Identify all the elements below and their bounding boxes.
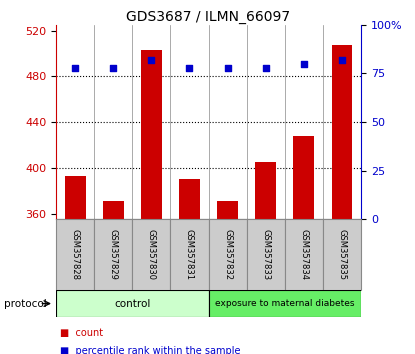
- Text: GSM357832: GSM357832: [223, 229, 232, 280]
- Title: GDS3687 / ILMN_66097: GDS3687 / ILMN_66097: [127, 10, 290, 24]
- FancyBboxPatch shape: [209, 219, 247, 290]
- FancyBboxPatch shape: [285, 219, 323, 290]
- Text: exposure to maternal diabetes: exposure to maternal diabetes: [215, 299, 354, 308]
- Text: GSM357834: GSM357834: [299, 229, 308, 280]
- Text: GSM357835: GSM357835: [337, 229, 347, 280]
- Point: [224, 65, 231, 70]
- Point: [300, 61, 307, 67]
- Bar: [103, 201, 124, 219]
- Text: GSM357829: GSM357829: [109, 229, 118, 280]
- Text: GSM357831: GSM357831: [185, 229, 194, 280]
- FancyBboxPatch shape: [247, 219, 285, 290]
- FancyBboxPatch shape: [209, 290, 361, 317]
- Point: [339, 57, 345, 63]
- Point: [262, 65, 269, 70]
- Text: control: control: [114, 298, 151, 309]
- Bar: [141, 50, 162, 219]
- Bar: [293, 136, 314, 219]
- Point: [148, 57, 155, 63]
- Text: GSM357830: GSM357830: [147, 229, 156, 280]
- Point: [186, 65, 193, 70]
- Bar: [179, 179, 200, 219]
- Point: [72, 65, 78, 70]
- Text: protocol: protocol: [4, 298, 47, 309]
- FancyBboxPatch shape: [323, 219, 361, 290]
- Text: ■  count: ■ count: [60, 328, 103, 338]
- FancyBboxPatch shape: [132, 219, 171, 290]
- Text: GSM357828: GSM357828: [71, 229, 80, 280]
- FancyBboxPatch shape: [56, 219, 94, 290]
- Text: GSM357833: GSM357833: [261, 229, 270, 280]
- Bar: [217, 201, 238, 219]
- Bar: [332, 45, 352, 219]
- Bar: [255, 162, 276, 219]
- Bar: [65, 176, 85, 219]
- Text: ■  percentile rank within the sample: ■ percentile rank within the sample: [60, 346, 241, 354]
- Point: [110, 65, 117, 70]
- FancyBboxPatch shape: [171, 219, 209, 290]
- FancyBboxPatch shape: [56, 290, 209, 317]
- FancyBboxPatch shape: [94, 219, 132, 290]
